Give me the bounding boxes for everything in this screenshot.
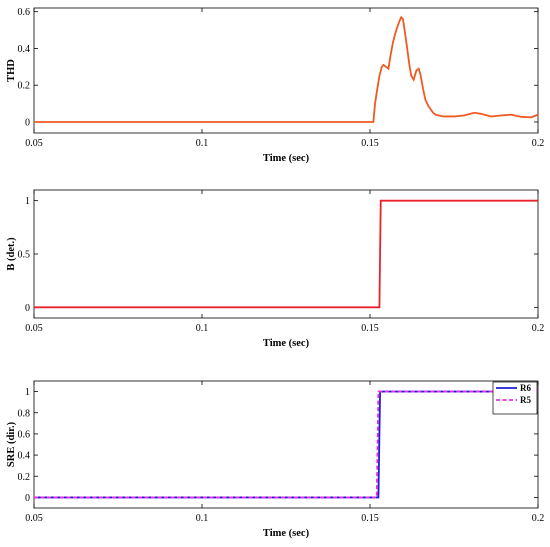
sre-dir-x-tick-label: 0.2	[532, 513, 545, 524]
sre-dir-x-tick-label: 0.15	[361, 513, 379, 524]
b-det-x-tick-label: 0.15	[361, 323, 379, 334]
thd-x-tick-label: 0.15	[361, 138, 379, 149]
sre-dir-y-tick-label: 0.4	[18, 451, 31, 462]
sre-dir-y-tick-label: 0.2	[18, 472, 31, 483]
sre-dir-y-axis-label: SRE (dir.)	[6, 421, 17, 467]
thd-series-line	[34, 15, 539, 123]
thd-y-axis-label: THD	[6, 59, 17, 82]
b-det-subplot: 0.05 0.1 0.15 0.2 0 0.5 1 Time (sec) B (det.)	[6, 189, 545, 349]
sre-dir-axes-frame	[33, 380, 539, 509]
sre-dir-x-tick-label: 0.05	[25, 513, 43, 524]
sre-dir-y-tick-label: 0	[25, 493, 30, 504]
sre-dir-y-tick-label: 0.6	[18, 429, 31, 440]
thd-y-tick-label: 0.2	[18, 81, 31, 92]
b-det-x-tick-label: 0.05	[25, 323, 43, 334]
sre-dir-series-line-r5	[34, 390, 538, 499]
thd-x-tick-label: 0.05	[25, 138, 43, 149]
thd-y-tick-label: 0.4	[18, 44, 31, 55]
thd-x-axis-label: Time (sec)	[263, 153, 310, 164]
sre-dir-x-tick-label: 0.1	[196, 513, 209, 524]
thd-axes-frame	[33, 7, 539, 134]
b-det-y-tick-label: 1	[25, 196, 30, 207]
b-det-y-tick-label: 0.5	[18, 250, 31, 261]
sre-dir-y-tick-label: 1	[25, 387, 30, 398]
thd-x-tick-label: 0.1	[196, 138, 209, 149]
b-det-x-tick-label: 0.1	[196, 323, 209, 334]
sre-dir-legend-label-r5: R5	[520, 395, 531, 405]
b-det-y-tick-label: 0	[25, 303, 30, 314]
b-det-y-axis-label: B (det.)	[6, 237, 17, 271]
thd-y-tick-label: 0	[25, 117, 30, 128]
thd-x-tick-label: 0.2	[532, 138, 545, 149]
sre-dir-legend-label-r6: R6	[520, 383, 531, 393]
b-det-series-line	[34, 199, 538, 309]
sre-dir-subplot: 0.05 0.1 0.15 0.2 0 0.2 0.4 0.6 0.8 1 Time (sec) SR…	[6, 380, 545, 539]
b-det-x-tick-label: 0.2	[532, 323, 545, 334]
b-det-x-axis-label: Time (sec)	[263, 338, 310, 349]
thd-subplot: 0.05 0.1 0.15 0.2 0 0.2 0.4 0.6 Time (sec) THD	[6, 7, 544, 164]
sre-dir-y-tick-label: 0.8	[18, 408, 31, 419]
b-det-axes-frame	[33, 189, 539, 319]
sre-dir-x-axis-label: Time (sec)	[263, 528, 310, 539]
thd-y-tick-label: 0.6	[18, 7, 31, 18]
